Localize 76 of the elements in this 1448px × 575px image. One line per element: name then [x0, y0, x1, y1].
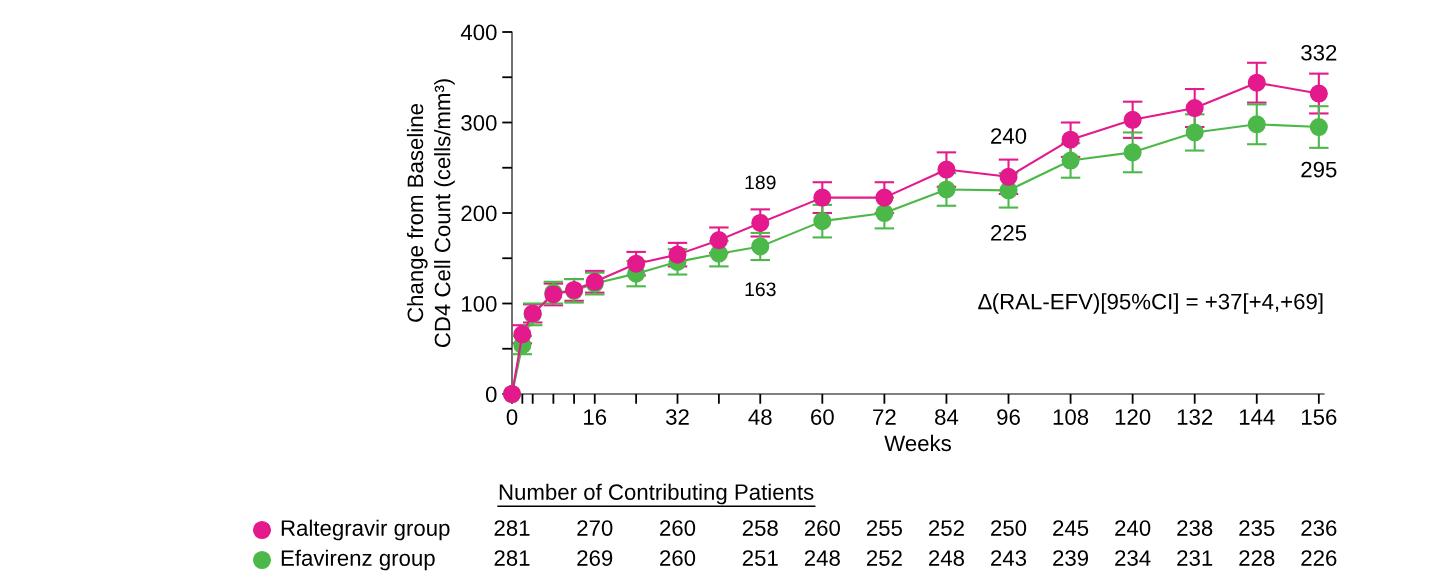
data-label: 240 — [991, 128, 1027, 144]
text: 252 — [929, 520, 964, 536]
text: 269 — [577, 550, 613, 566]
point — [709, 231, 728, 250]
x-tick-label: 84 — [935, 409, 959, 425]
x-tick-label: 0 — [506, 409, 518, 425]
y-tick-label: 200 — [461, 205, 497, 222]
text: 235 — [1239, 520, 1275, 536]
x-tick-label: 16 — [584, 409, 607, 425]
point — [999, 167, 1018, 186]
point — [751, 213, 770, 232]
x-tick-label: 120 — [1115, 409, 1151, 425]
text: 226 — [1301, 550, 1337, 566]
point — [1061, 151, 1080, 170]
text: 258 — [742, 520, 778, 536]
text: 228 — [1239, 550, 1275, 566]
text: 231 — [1177, 550, 1213, 566]
point — [1123, 143, 1142, 162]
x-tick-label: 156 — [1301, 409, 1337, 425]
point — [875, 188, 894, 207]
text: 234 — [1115, 550, 1151, 566]
text: 236 — [1301, 520, 1337, 536]
x-tick-label: 96 — [997, 409, 1020, 425]
text: 248 — [929, 550, 965, 566]
point — [813, 188, 832, 207]
point — [937, 160, 956, 179]
point — [751, 237, 770, 256]
point — [1185, 98, 1204, 118]
data-label: 295 — [1301, 161, 1337, 178]
x-tick-label: 144 — [1239, 409, 1275, 425]
point — [1309, 84, 1328, 103]
data-label: 189 — [745, 175, 776, 190]
text: 238 — [1177, 520, 1213, 536]
y-tick-label: 100 — [462, 296, 497, 312]
point — [1185, 123, 1204, 142]
text: 245 — [1053, 520, 1089, 536]
x-tick-label: 132 — [1177, 409, 1213, 425]
point — [813, 212, 832, 231]
annotation: ∆(RAL-EFV)[95%CI] = +37[+4,+69] — [978, 293, 1323, 314]
data-label: 225 — [991, 225, 1027, 241]
data-label: 163 — [745, 282, 776, 297]
y-tick-label: 0 — [485, 386, 497, 403]
point — [875, 203, 894, 223]
y-tick-label: 300 — [461, 115, 497, 131]
text: 251 — [742, 550, 778, 566]
text: 250 — [991, 520, 1027, 536]
point — [1247, 73, 1266, 92]
x-tick-label: 60 — [811, 409, 834, 425]
x-tick-label: 108 — [1053, 409, 1089, 425]
data-label: 332 — [1301, 44, 1337, 61]
text: 260 — [660, 550, 696, 566]
point — [1309, 117, 1328, 137]
text: 260 — [804, 520, 840, 536]
point — [937, 180, 956, 199]
text: 243 — [991, 550, 1027, 566]
y-tick-label: 400 — [460, 24, 497, 41]
text: Number of Contributing Patients — [499, 483, 814, 505]
x-axis-title: Weeks — [884, 434, 951, 452]
x-tick-label: 72 — [873, 409, 896, 425]
text: 239 — [1053, 550, 1089, 566]
text: 281 — [494, 520, 530, 536]
point — [1247, 115, 1266, 134]
text: 252 — [866, 550, 902, 566]
legend-label: Raltegravir group — [281, 519, 450, 541]
text: 270 — [577, 520, 613, 536]
y-axis-title: Change from Baseline CD4 Cell Count (cells/mm³) — [406, 79, 455, 348]
legend-label: Efavirenz group — [281, 549, 435, 571]
text: 260 — [660, 520, 696, 536]
point — [1061, 130, 1080, 149]
x-tick-label: 48 — [748, 409, 772, 425]
point — [1123, 110, 1142, 129]
text: 255 — [866, 520, 902, 536]
text: 281 — [494, 550, 530, 566]
text: 240 — [1115, 520, 1151, 536]
x-tick-label: 32 — [665, 409, 689, 425]
text: 248 — [804, 550, 840, 566]
